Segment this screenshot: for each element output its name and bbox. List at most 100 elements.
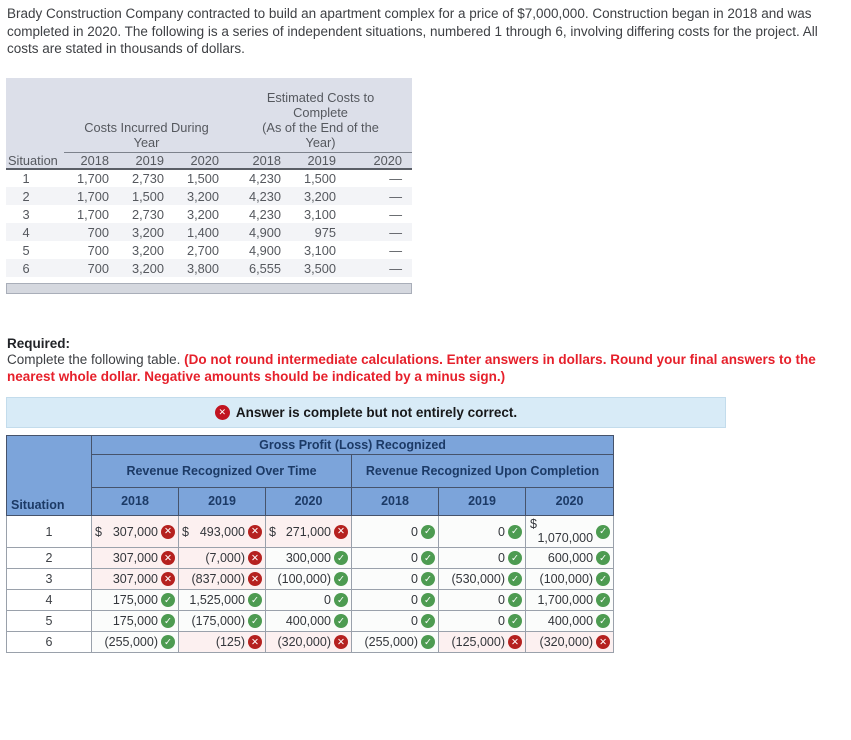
situation-number: 1: [22, 171, 30, 186]
answer-cell[interactable]: $1,070,000 ✓: [524, 515, 615, 548]
answer-value: 400,000: [285, 614, 331, 628]
answer-value: (255,000): [364, 635, 418, 649]
cost-table: Costs Incurred During Year Estimated Cos…: [6, 78, 413, 294]
answer-value: (255,000): [104, 635, 158, 649]
answer-cell[interactable]: 0 ✓: [438, 515, 526, 548]
answer-value: 0: [411, 551, 418, 565]
answer-value: (837,000): [191, 572, 245, 586]
answer-cell[interactable]: 0 ✓: [351, 589, 439, 611]
cost-value: 4,230: [248, 206, 282, 222]
x-icon: ✕: [248, 572, 262, 586]
answer-cell[interactable]: 0 ✓: [438, 547, 526, 569]
cost-value: 1,700: [76, 206, 109, 222]
answer-cell[interactable]: 0 ✓: [438, 589, 526, 611]
check-icon: ✓: [161, 635, 175, 649]
currency-symbol: $: [182, 524, 189, 539]
answer-value: 300,000: [285, 551, 331, 565]
answer-value: 175,000: [112, 593, 158, 607]
answer-cell[interactable]: (837,000) ✕: [178, 568, 266, 590]
problem-statement: Brady Construction Company contracted to…: [7, 6, 818, 57]
answer-cell[interactable]: (255,000) ✓: [91, 631, 179, 653]
answer-cell[interactable]: (125) ✕: [178, 631, 266, 653]
x-icon: ✕: [334, 524, 348, 539]
x-icon: ✕: [334, 635, 348, 649]
answer-cell[interactable]: 1,700,000 ✓: [524, 589, 615, 611]
required-instructions-text: Complete the following table.: [7, 352, 185, 367]
answer-value: 0: [411, 614, 418, 628]
cost-table-year-header: 2019: [291, 152, 347, 170]
check-icon: ✓: [596, 614, 611, 628]
cost-value: 1,700: [76, 188, 109, 204]
check-icon: ✓: [334, 593, 348, 607]
check-icon: ✓: [421, 593, 435, 607]
answer-cell[interactable]: (125,000) ✕: [438, 631, 526, 653]
answer-cell[interactable]: (100,000) ✓: [524, 568, 615, 590]
grading-status-text: Answer is complete but not entirely corr…: [235, 405, 518, 420]
cost-value: 3,200: [303, 188, 337, 204]
check-icon: ✓: [334, 551, 348, 565]
answer-cell[interactable]: 400,000 ✓: [265, 610, 352, 632]
answer-cell[interactable]: 175,000 ✓: [91, 589, 179, 611]
answer-value: (320,000): [539, 635, 594, 649]
answer-cell[interactable]: (175,000) ✓: [178, 610, 266, 632]
answer-cell[interactable]: (100,000) ✓: [265, 568, 352, 590]
answer-value: 0: [324, 593, 331, 607]
situation-number: 2: [22, 188, 30, 204]
answer-cell[interactable]: 400,000 ✓: [524, 610, 615, 632]
answer-cell[interactable]: 300,000 ✓: [265, 547, 352, 569]
answer-value: 0: [498, 593, 505, 607]
situation-number: 5: [22, 242, 30, 258]
table-row: 3 1,700 2,730 3,200 4,230 3,100 —: [6, 205, 413, 223]
answer-cell[interactable]: 0 ✓: [351, 568, 439, 590]
cost-value: 1,500: [186, 171, 220, 186]
x-icon: ✕: [508, 635, 522, 649]
answer-table-year-header-row: 2018 2019 2020 2018 2019 2020: [7, 487, 615, 516]
answer-value: (100,000): [539, 572, 594, 586]
answer-cell[interactable]: 0 ✓: [351, 610, 439, 632]
answer-cell[interactable]: (320,000) ✕: [524, 631, 615, 653]
cost-value: 1,400: [186, 224, 220, 240]
answer-table-year-header: 2020: [265, 487, 352, 516]
cost-value: 3,100: [303, 242, 337, 258]
answer-cell[interactable]: 175,000 ✓: [91, 610, 179, 632]
answer-cell[interactable]: $307,000 ✕: [91, 515, 179, 548]
answer-cell[interactable]: 1,525,000 ✓: [178, 589, 266, 611]
table-row: 6 700 3,200 3,800 6,555 3,500 —: [6, 259, 413, 277]
answer-table-year-header: 2019: [178, 487, 266, 516]
answer-value: 0: [411, 593, 418, 607]
answer-table-group-completion: Revenue Recognized Upon Completion: [350, 454, 615, 488]
cost-value: 4,230: [248, 171, 282, 186]
x-icon: ✕: [161, 551, 175, 565]
answer-cell[interactable]: (530,000) ✓: [438, 568, 526, 590]
answer-table-group-over-time: Revenue Recognized Over Time: [91, 454, 352, 488]
answer-cell[interactable]: $271,000 ✕: [265, 515, 352, 548]
cost-table-header-costs-incurred: Costs Incurred During Year: [64, 78, 230, 153]
answer-cell[interactable]: 0 ✓: [265, 589, 352, 611]
answer-value: (125,000): [451, 635, 505, 649]
answer-cell[interactable]: 0 ✓: [351, 547, 439, 569]
table-row: 1 $307,000 ✕ $493,000 ✕ $271,000 ✕ 0 ✓ 0 ✓ $1,070,0…: [6, 515, 615, 548]
answer-value: 307,000: [112, 524, 158, 539]
check-icon: ✓: [248, 614, 262, 628]
answer-cell[interactable]: 0 ✓: [438, 610, 526, 632]
answer-cell[interactable]: 307,000 ✕: [91, 547, 179, 569]
answer-cell[interactable]: (7,000) ✕: [178, 547, 266, 569]
answer-value: 0: [498, 614, 505, 628]
answer-table-year-header: 2020: [524, 487, 615, 516]
answer-cell[interactable]: 307,000 ✕: [91, 568, 179, 590]
check-icon: ✓: [248, 593, 262, 607]
cost-table-group-header-row: Costs Incurred During Year Estimated Cos…: [6, 78, 413, 153]
answer-cell[interactable]: $493,000 ✕: [178, 515, 266, 548]
answer-cell[interactable]: 0 ✓: [351, 515, 439, 548]
answer-cell[interactable]: (255,000) ✓: [351, 631, 439, 653]
cost-table-year-header-row: Situation 2018 2019 2020 2018 2019 2020: [6, 152, 413, 170]
cost-table-corner-blank: [6, 78, 64, 152]
x-icon: ✕: [248, 524, 262, 539]
cost-value: 3,500: [303, 260, 337, 276]
answer-value: 175,000: [112, 614, 158, 628]
cost-table-scrollbar[interactable]: [6, 283, 412, 294]
answer-cell[interactable]: 600,000 ✓: [524, 547, 615, 569]
situation-number: 6: [22, 260, 30, 276]
answer-cell[interactable]: (320,000) ✕: [265, 631, 352, 653]
situation-number: 2: [6, 547, 92, 569]
